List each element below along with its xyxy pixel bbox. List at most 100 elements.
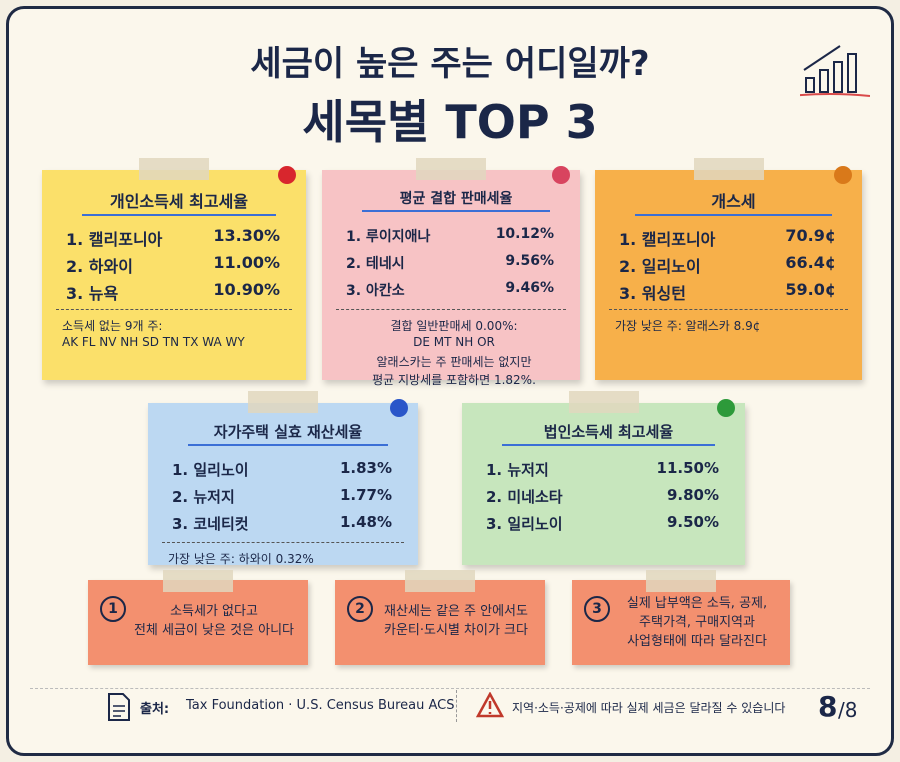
rank-name: 1. 일리노이	[172, 461, 249, 479]
rank-name: 3. 아칸소	[346, 283, 405, 299]
source: Tax Foundation · U.S. Census Bureau ACS	[186, 698, 455, 713]
card-note: 결합 일반판매세 0.00%:	[390, 319, 518, 333]
card-title: 자가주택 실효 재산세율	[188, 421, 388, 446]
title: 세금이 높은 주는 어디일까?	[250, 44, 650, 84]
rank-name: 2. 테네시	[346, 256, 405, 272]
rank-name: 3. 일리노이	[486, 515, 563, 533]
doc-icon	[108, 693, 130, 721]
tip-line: 소득세가 없다고	[170, 604, 258, 619]
rank-name: 2. 미네소타	[486, 488, 563, 506]
rank-value: 11.00%	[213, 253, 280, 272]
tip-number: 2	[347, 596, 373, 622]
card-note: 알래스카는 주 판매세는 없지만	[376, 355, 532, 369]
tip-number: 3	[584, 596, 610, 622]
rank-value: 1.48%	[339, 513, 392, 531]
pin	[278, 166, 296, 184]
card-row: 2. 하와이 11.00%	[66, 253, 280, 277]
card-row: 3. 아칸소 9.46%	[346, 280, 554, 300]
card-row: 2. 미네소타 9.80%	[486, 486, 719, 507]
card-row: 1. 캘리포니아 13.30%	[66, 226, 280, 250]
pin	[552, 166, 570, 184]
tape	[646, 570, 716, 592]
rank-name: 2. 뉴저지	[172, 488, 235, 506]
tip-number: 1	[100, 596, 126, 622]
tape	[248, 391, 318, 413]
rank-value: 10.90%	[213, 280, 280, 299]
card: 평균 결합 판매세율 1. 루이지애나 10.12% 2. 테네시 9.56% 3. 아칸…	[322, 170, 580, 387]
card-row: 3. 워싱턴 59.0¢	[619, 280, 836, 304]
card-title: 평균 결합 판매세율	[362, 188, 550, 212]
tape	[163, 570, 233, 592]
pin	[717, 399, 735, 417]
tape	[416, 158, 486, 180]
card-title: 법인소득세 최고세율	[502, 421, 715, 446]
card-row: 1. 루이지애나 10.12%	[346, 226, 554, 246]
rank-value: 9.50%	[666, 513, 719, 531]
chart-icon	[800, 45, 870, 97]
warning-icon	[476, 692, 504, 718]
card-row: 3. 뉴욕 10.90%	[66, 280, 280, 304]
tip-line: 재산세는 같은 주 안에서도	[384, 604, 528, 619]
tape	[139, 158, 209, 180]
rank-value: 9.56%	[505, 253, 554, 269]
footer-rule	[30, 688, 870, 689]
card: 개스세 1. 캘리포니아 70.9¢ 2. 일리노이 66.4¢ 3. 워싱턴 59.0¢ 가…	[595, 170, 862, 380]
tape	[405, 570, 475, 592]
rank-value: 9.46%	[505, 280, 554, 296]
card-note: 가장 낮은 주: 하와이 0.32%	[168, 552, 314, 566]
rank-name: 3. 뉴욕	[66, 284, 119, 303]
rank-value: 1.83%	[339, 459, 392, 477]
card-title: 개스세	[635, 188, 832, 216]
card: 법인소득세 최고세율 1. 뉴저지 11.50% 2. 미네소타 9.80% 3. 일리노…	[462, 403, 745, 565]
rank-name: 3. 코네티컷	[172, 515, 249, 533]
card-row: 2. 테네시 9.56%	[346, 253, 554, 273]
rank-value: 13.30%	[213, 226, 280, 245]
card: 개인소득세 최고세율 1. 캘리포니아 13.30% 2. 하와이 11.00% 3. 뉴…	[42, 170, 306, 380]
rank-value: 11.50%	[656, 459, 719, 477]
footer-divider	[456, 690, 457, 722]
separator	[336, 309, 566, 310]
card-row: 2. 일리노이 66.4¢	[619, 253, 836, 277]
rank-name: 3. 워싱턴	[619, 284, 686, 303]
card-note: DE MT NH OR	[413, 335, 495, 349]
rank-name: 1. 루이지애나	[346, 229, 431, 245]
rank-value: 59.0¢	[785, 280, 836, 299]
card-note: 소득세 없는 9개 주:	[62, 319, 163, 333]
rank-value: 70.9¢	[785, 226, 836, 245]
rank-name: 2. 일리노이	[619, 257, 701, 276]
source-label: 출처:	[140, 702, 170, 717]
page-total: /8	[838, 698, 858, 722]
rank-name: 1. 캘리포니아	[66, 230, 163, 249]
separator	[609, 309, 848, 310]
tip-line: 전체 세금이 낮은 것은 아니다	[133, 623, 295, 638]
card-row: 2. 뉴저지 1.77%	[172, 486, 392, 507]
subtitle: 세목별 TOP 3	[302, 95, 598, 149]
tip-line: 사업형태에 따라 달라진다	[627, 634, 767, 649]
rank-value: 1.77%	[339, 486, 392, 504]
separator	[162, 542, 404, 543]
card-row: 1. 캘리포니아 70.9¢	[619, 226, 836, 250]
card-row: 3. 일리노이 9.50%	[486, 513, 719, 534]
card-row: 1. 뉴저지 11.50%	[486, 459, 719, 480]
separator	[56, 309, 292, 310]
rank-value: 66.4¢	[785, 253, 836, 272]
warning: 지역·소득·공제에 따라 실제 세금은 달라질 수 있습니다	[512, 701, 786, 715]
tip-line: 주택가격, 구매지역과	[639, 615, 755, 630]
tip-line: 카운티·도시별 차이가 크다	[384, 623, 528, 638]
pin	[834, 166, 852, 184]
card-note: AK FL NV NH SD TN TX WA WY	[62, 335, 245, 349]
card: 자가주택 실효 재산세율 1. 일리노이 1.83% 2. 뉴저지 1.77% 3. 코네…	[148, 403, 418, 566]
tip-line: 실제 납부액은 소득, 공제,	[626, 596, 768, 611]
rank-name: 1. 캘리포니아	[619, 230, 716, 249]
rank-name: 1. 뉴저지	[486, 461, 549, 479]
card-row: 1. 일리노이 1.83%	[172, 459, 392, 480]
tape	[568, 391, 639, 413]
card-note: 가장 낮은 주: 알래스카 8.9¢	[615, 319, 761, 333]
card-title: 개인소득세 최고세율	[82, 188, 276, 216]
card-note: 평균 지방세를 포함하면 1.82%.	[372, 373, 536, 387]
page-number: 8	[818, 690, 838, 723]
tape	[693, 158, 764, 180]
